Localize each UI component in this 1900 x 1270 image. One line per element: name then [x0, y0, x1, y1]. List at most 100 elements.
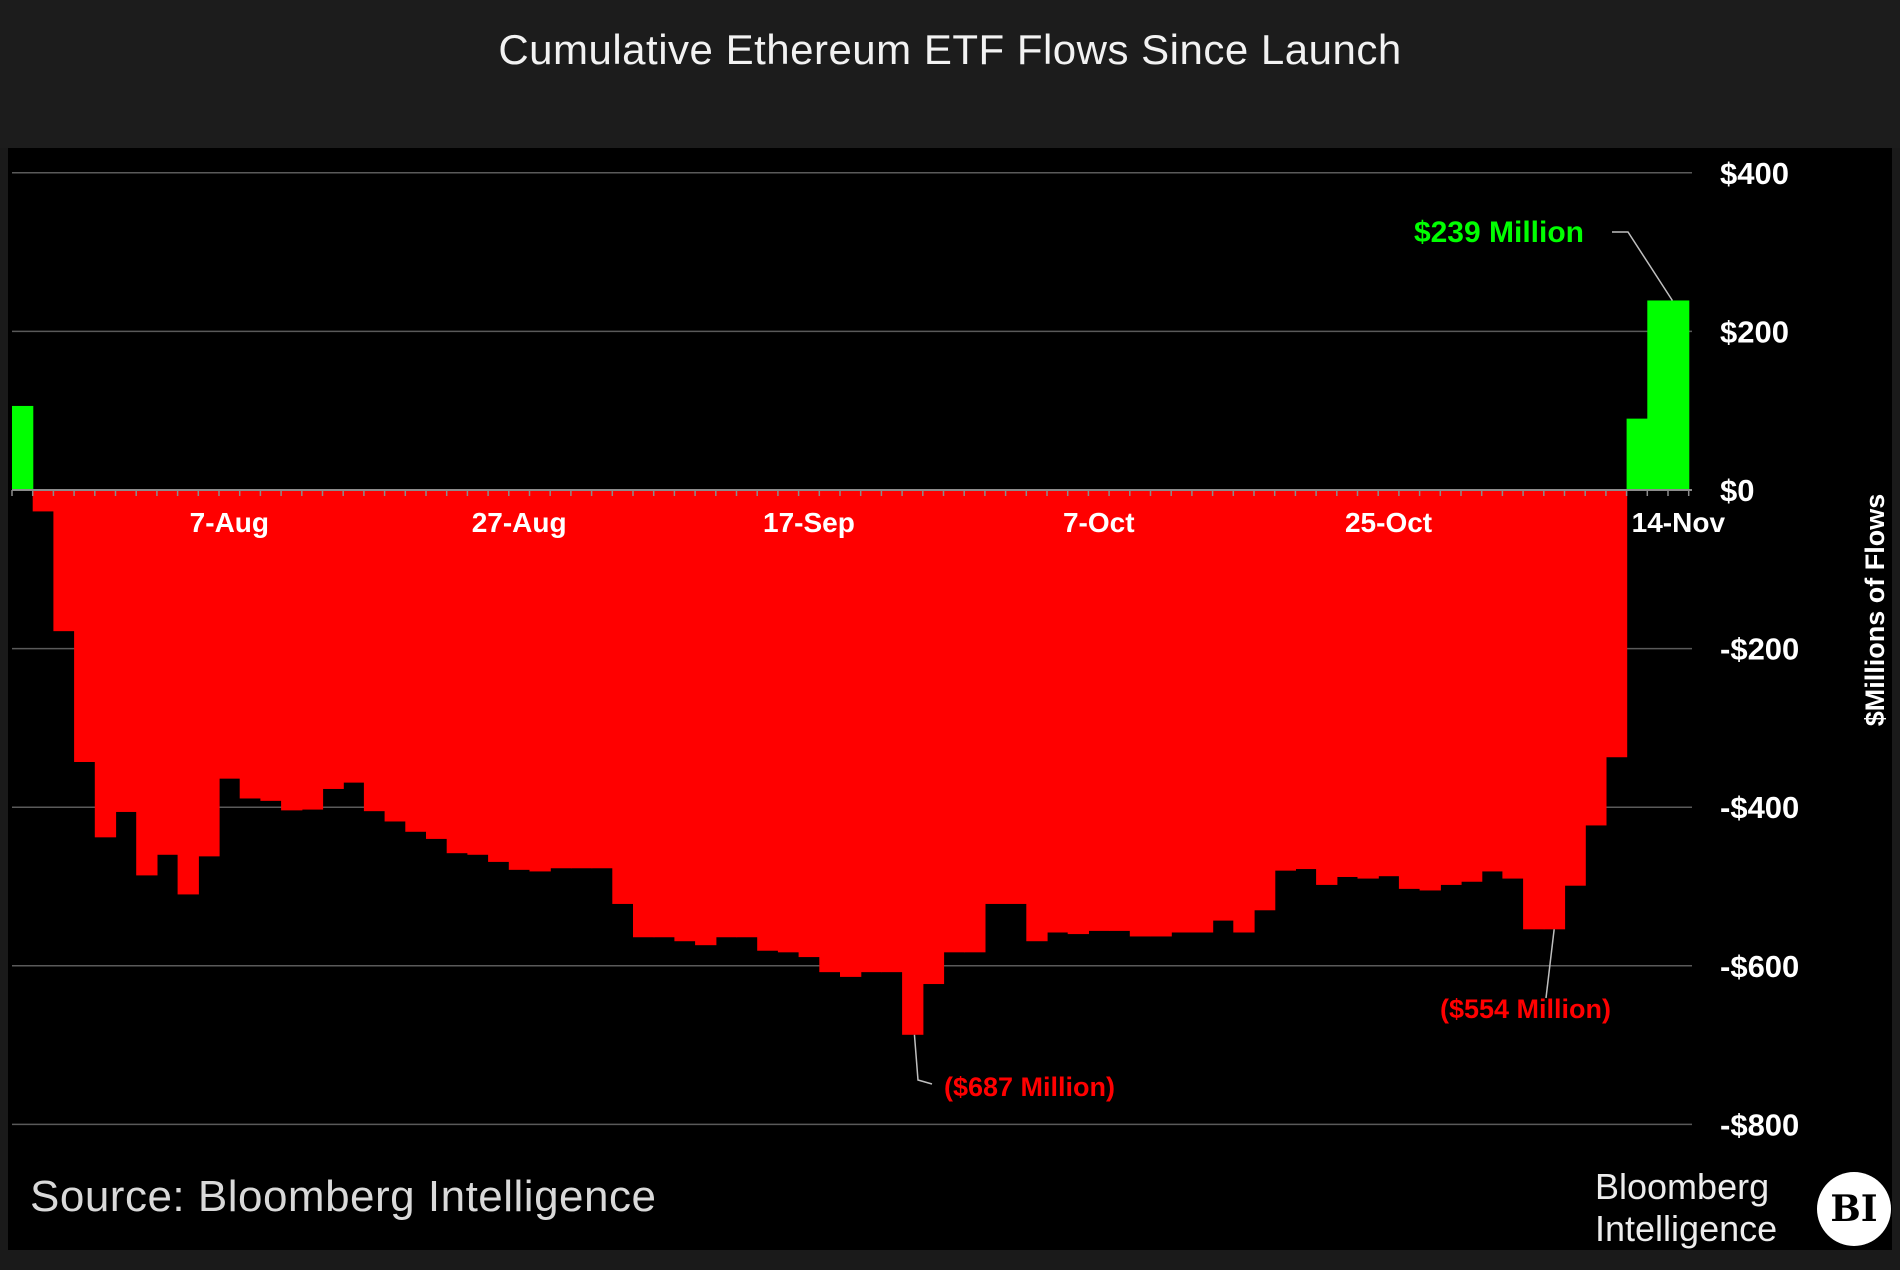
bar	[819, 490, 841, 973]
y-tick-labels: $400 $200 $0 -$200 -$400 -$600 -$800	[1720, 156, 1799, 1143]
bar	[715, 490, 738, 938]
bar	[1191, 490, 1214, 933]
bar	[260, 490, 282, 801]
bar	[281, 490, 303, 811]
bar	[322, 490, 344, 789]
bar	[508, 490, 531, 870]
bar	[736, 490, 758, 938]
bar	[1129, 490, 1152, 937]
bar	[1605, 490, 1628, 758]
bar	[1067, 490, 1089, 935]
annotation-label: ($554 Million)	[1440, 994, 1611, 1024]
bar	[156, 490, 179, 855]
bar	[1295, 490, 1317, 870]
bar	[1461, 490, 1483, 882]
y-tick-label: -$600	[1720, 949, 1799, 984]
bar	[1398, 490, 1421, 889]
annotation-label: ($687 Million)	[944, 1072, 1115, 1102]
x-tick-label: 25-Oct	[1345, 507, 1432, 538]
bar	[529, 490, 551, 872]
y-tick-label: $400	[1720, 156, 1789, 191]
x-tick-label: 17-Sep	[763, 507, 855, 538]
annotations: $239 Million ($687 Million) ($554 Million)	[913, 216, 1673, 1102]
y-tick-label: $0	[1720, 473, 1754, 508]
bar	[198, 490, 220, 857]
leader-line	[1612, 231, 1673, 301]
bar	[115, 490, 137, 812]
bar	[612, 490, 634, 904]
brand-line-1: Bloomberg	[1595, 1166, 1770, 1207]
bar	[1523, 490, 1545, 930]
bar	[1481, 490, 1503, 872]
bar	[591, 490, 613, 869]
y-tick-label: -$400	[1720, 790, 1799, 825]
bar	[860, 490, 882, 973]
bar	[695, 490, 717, 946]
brand-wordmark: Bloomberg Intelligence	[1595, 1166, 1777, 1250]
bar	[363, 490, 386, 812]
bar	[964, 490, 986, 953]
bar	[1543, 490, 1566, 930]
bar	[922, 490, 945, 985]
chart-title: Cumulative Ethereum ETF Flows Since Laun…	[498, 26, 1402, 73]
y-tick-label: -$200	[1720, 632, 1799, 667]
bar	[136, 490, 158, 876]
bar	[1502, 490, 1524, 879]
bar	[1378, 490, 1400, 877]
bar	[1316, 490, 1338, 885]
bar	[674, 490, 696, 942]
bar	[550, 490, 572, 869]
bar	[840, 490, 862, 977]
bar	[219, 490, 241, 779]
bars	[12, 300, 1690, 1035]
bar	[94, 490, 117, 838]
bi-logo-icon: BI	[1817, 1172, 1891, 1246]
x-tick-label: 27-Aug	[472, 507, 567, 538]
bar	[384, 490, 406, 822]
bar	[653, 490, 675, 938]
leader-line	[913, 1034, 933, 1085]
bar	[1109, 490, 1131, 931]
bar	[301, 490, 324, 810]
bar	[1005, 490, 1027, 904]
bar	[1047, 490, 1069, 933]
bar	[1254, 490, 1276, 911]
brand-line-2: Intelligence	[1595, 1208, 1778, 1249]
bar	[53, 490, 75, 632]
y-tick-label: $200	[1720, 314, 1789, 349]
bar	[426, 490, 448, 839]
bar	[570, 490, 593, 869]
bar	[74, 490, 96, 762]
bar	[798, 490, 820, 958]
x-tick-label: 14-Nov	[1632, 507, 1726, 538]
source-note: Source: Bloomberg Intelligence	[30, 1172, 657, 1221]
bar	[902, 490, 924, 1035]
bar	[1212, 490, 1234, 921]
title-bar	[0, 0, 1900, 148]
bar	[1668, 300, 1690, 490]
bar	[177, 490, 199, 895]
x-tick-label: 7-Oct	[1063, 507, 1135, 538]
x-tick-label: 7-Aug	[190, 507, 269, 538]
x-tick-labels: 7-Aug 27-Aug 17-Sep 7-Oct 25-Oct 14-Nov	[190, 507, 1726, 538]
bar	[984, 490, 1007, 904]
bar	[633, 490, 655, 938]
bar	[488, 490, 510, 862]
y-axis-title: $Millions of Flows	[1860, 494, 1890, 727]
bar	[343, 490, 365, 783]
annotation-label: $239 Million	[1414, 216, 1584, 249]
bar	[1419, 490, 1441, 891]
bar	[239, 490, 261, 799]
bar	[1564, 490, 1586, 886]
leader-line	[1545, 929, 1555, 999]
bar	[12, 405, 34, 490]
bar	[1233, 490, 1255, 933]
bar	[32, 490, 54, 512]
bar	[881, 490, 903, 973]
bar	[757, 490, 779, 951]
bar	[1357, 490, 1379, 879]
bar	[943, 490, 965, 953]
x-axis	[11, 489, 1692, 496]
bar	[467, 490, 489, 855]
